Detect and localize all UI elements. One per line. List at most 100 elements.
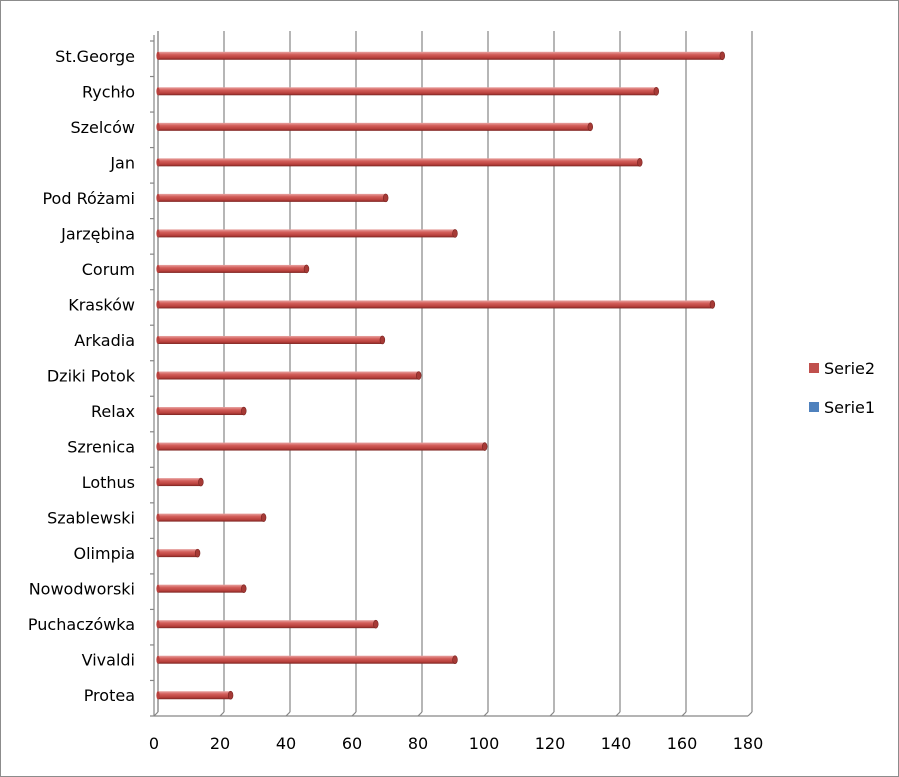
x-tick-label: 100 xyxy=(469,734,500,753)
floor-tick-180 xyxy=(747,711,753,717)
bar-protea xyxy=(156,690,234,700)
floor-tick-160 xyxy=(681,711,687,717)
bar-cap-right xyxy=(198,477,204,487)
bar-cap-right xyxy=(719,51,725,61)
bar-st-george xyxy=(156,51,725,61)
bar-cap-right xyxy=(587,122,593,132)
bar-cap-left xyxy=(156,300,160,309)
bar-body xyxy=(158,620,376,629)
bar-cap-left xyxy=(156,407,160,416)
category-label: Dziki Potok xyxy=(47,367,136,386)
bar-cap-left xyxy=(156,264,160,273)
bar-cap-right xyxy=(241,406,247,416)
bar-cap-left xyxy=(156,655,160,664)
category-label: Szelców xyxy=(70,118,135,137)
bar-corum xyxy=(156,264,310,274)
bar-body xyxy=(158,478,201,487)
bar-cap-left xyxy=(156,442,160,451)
bar-body xyxy=(158,407,244,416)
bar-cap-left xyxy=(156,478,160,487)
bar-cap-left xyxy=(156,229,160,238)
bar-cap-right xyxy=(379,335,386,345)
x-tick-label: 140 xyxy=(601,734,632,753)
floor-tick-100 xyxy=(483,711,489,717)
bar-krask-w xyxy=(156,300,716,309)
category-label: Protea xyxy=(84,686,135,705)
bar-dziki-potok xyxy=(156,371,422,380)
bar-body xyxy=(158,229,455,238)
bar-cap-right xyxy=(709,300,716,309)
category-label: Corum xyxy=(82,260,135,279)
x-tick-label: 180 xyxy=(733,734,764,753)
bar-cap-left xyxy=(156,513,160,522)
bar-cap-left xyxy=(156,584,160,593)
x-tick-labels: 0 20 40 60 80 100 120 140 160 180 xyxy=(149,734,763,753)
bar-body xyxy=(158,87,657,96)
x-tick-label: 20 xyxy=(210,734,230,753)
bar-cap-left xyxy=(156,691,160,700)
bar-body xyxy=(158,335,383,344)
x-tick-label: 60 xyxy=(342,734,362,753)
bar-relax xyxy=(156,406,247,416)
bar-arkadia xyxy=(156,335,386,345)
x-tick-label: 0 xyxy=(149,734,159,753)
bar-body xyxy=(158,300,713,309)
floor-tick-0 xyxy=(153,711,159,717)
bar-cap-right xyxy=(416,371,422,380)
category-label: Jan xyxy=(109,153,135,172)
bar-szelc-w xyxy=(156,122,593,132)
category-label: Szablewski xyxy=(47,509,135,528)
x-tick-label: 160 xyxy=(667,734,698,753)
category-label: Lothus xyxy=(82,473,135,492)
floor-tick-20 xyxy=(219,711,225,717)
bar-cap-left xyxy=(156,371,160,380)
bar-cap-right xyxy=(653,86,659,96)
bar-cap-right xyxy=(194,548,201,558)
floor-tick-60 xyxy=(351,711,357,717)
category-label: Olimpia xyxy=(74,544,135,563)
bar-body xyxy=(158,442,485,451)
bar-cap-left xyxy=(156,122,160,131)
bar-cap-right xyxy=(373,619,379,629)
category-label: Arkadia xyxy=(74,331,135,350)
bar-body xyxy=(158,584,244,593)
bar-cap-left xyxy=(156,335,160,344)
bars xyxy=(156,51,725,700)
category-label: Vivaldi xyxy=(82,651,135,670)
bar-body xyxy=(158,513,264,522)
bar-cap-right xyxy=(452,229,458,238)
floor-tick-80 xyxy=(417,711,423,717)
bar-body xyxy=(158,549,198,558)
category-label: Krasków xyxy=(68,295,135,314)
bar-cap-right xyxy=(303,264,310,274)
category-label: Pod Różami xyxy=(42,189,135,208)
bar-body xyxy=(158,158,640,167)
bar-szablewski xyxy=(156,513,267,522)
bar-cap-right xyxy=(227,690,234,700)
bar-olimpia xyxy=(156,548,201,558)
bar-cap-left xyxy=(156,549,160,558)
bar-rych-o xyxy=(156,86,659,96)
category-label: St.George xyxy=(55,47,135,66)
bar-cap-right xyxy=(241,584,247,593)
x-tick-label: 80 xyxy=(408,734,428,753)
floor-tick-120 xyxy=(549,711,555,717)
bar-cap-left xyxy=(156,158,160,167)
floor-tick-40 xyxy=(285,711,291,717)
bar-jan xyxy=(156,158,643,167)
bar-body xyxy=(158,51,723,60)
bar-body xyxy=(158,655,455,664)
x-tick-label: 120 xyxy=(535,734,566,753)
bar-cap-right xyxy=(637,158,643,167)
bar-vivaldi xyxy=(156,655,458,665)
bar-nowodworski xyxy=(156,584,247,593)
bar-body xyxy=(158,691,231,700)
category-label: Jarzębina xyxy=(60,224,135,243)
bar-cap-left xyxy=(156,87,160,96)
legend-swatch-serie1 xyxy=(809,402,819,412)
legend-swatch-serie2 xyxy=(809,363,819,373)
bar-cap-left xyxy=(156,620,160,629)
bar-cap-left xyxy=(156,193,160,202)
bar-jarz-bina xyxy=(156,229,458,238)
